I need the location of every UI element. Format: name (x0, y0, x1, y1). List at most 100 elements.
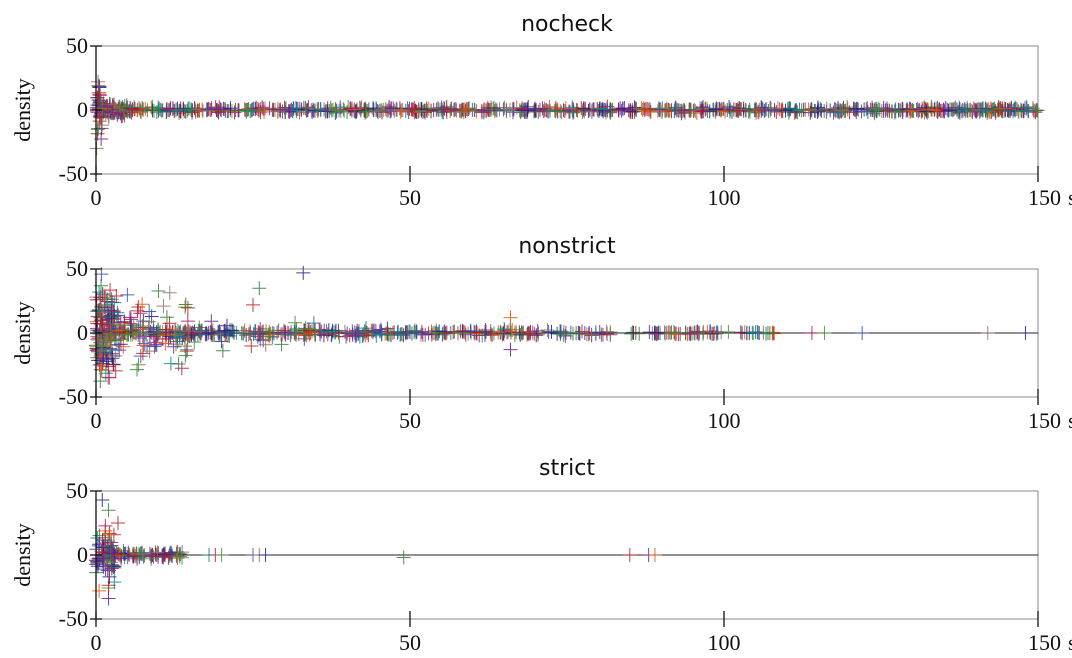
data-point (273, 102, 288, 117)
data-point (283, 328, 298, 343)
data-point (215, 343, 230, 358)
y-tick-label: 0 (77, 320, 88, 345)
data-point (172, 549, 187, 564)
data-point (243, 104, 258, 118)
x-tick-label: 50 (399, 408, 421, 433)
data-point (239, 104, 254, 119)
data-point (204, 314, 219, 329)
markers (89, 265, 1033, 389)
data-point (98, 100, 113, 115)
data-point (502, 103, 517, 118)
data-point (736, 101, 751, 116)
data-point (576, 101, 591, 116)
subplot-nocheck: nocheck-50050050100150sdensity (10, 12, 1072, 210)
data-point (368, 103, 383, 118)
data-point (104, 311, 119, 326)
data-point (622, 548, 637, 562)
data-point (180, 300, 195, 315)
data-point (503, 310, 518, 325)
data-point (130, 303, 145, 318)
chart-title: nonstrict (518, 234, 616, 259)
data-point (430, 101, 445, 116)
data-point (107, 295, 122, 310)
data-point (603, 325, 618, 340)
data-point (634, 101, 649, 116)
data-point (584, 105, 599, 120)
data-point (522, 326, 537, 341)
data-point (98, 562, 113, 577)
data-point (94, 313, 109, 328)
data-point (393, 327, 408, 342)
data-point (569, 326, 584, 341)
data-point (248, 324, 263, 339)
data-point (696, 104, 711, 119)
data-point (133, 349, 148, 364)
data-point (980, 326, 995, 340)
data-point (808, 103, 823, 118)
data-point (174, 361, 189, 376)
data-point (499, 104, 514, 119)
data-point (108, 348, 123, 363)
data-point (584, 327, 599, 342)
data-point (328, 103, 343, 118)
data-point (110, 305, 125, 320)
data-point (98, 300, 113, 315)
data-point (219, 325, 234, 340)
data-point (525, 325, 540, 340)
data-point (131, 300, 146, 315)
data-point (184, 328, 199, 343)
data-point (590, 101, 605, 116)
x-tick-label: 100 (708, 185, 741, 210)
data-point (211, 104, 226, 119)
data-point (792, 102, 807, 117)
data-point (163, 545, 178, 560)
markers (89, 74, 1045, 156)
data-point (218, 323, 233, 338)
data-point (168, 328, 183, 343)
data-point (453, 324, 468, 339)
data-point (262, 325, 277, 340)
data-point (810, 104, 825, 119)
data-point (358, 321, 373, 336)
data-point (904, 103, 919, 118)
x-unit-label: s (1068, 408, 1072, 433)
data-point (684, 102, 699, 117)
data-point (540, 323, 555, 338)
data-point (101, 591, 116, 606)
data-point (409, 324, 424, 339)
data-point (178, 300, 193, 315)
data-point (169, 548, 184, 563)
data-point (139, 326, 154, 341)
data-point (113, 314, 128, 329)
data-point (392, 101, 407, 116)
x-tick-label: 100 (708, 630, 741, 655)
data-point (1029, 103, 1044, 118)
data-point (198, 327, 213, 342)
data-point (172, 330, 187, 345)
data-point (223, 101, 238, 116)
data-point (95, 533, 110, 548)
data-point (142, 327, 157, 342)
data-point (120, 550, 135, 565)
data-point (325, 326, 340, 341)
data-point (106, 357, 121, 372)
data-point (250, 102, 265, 117)
data-point (544, 324, 559, 339)
data-point (130, 103, 145, 118)
data-point (625, 104, 640, 119)
data-point (351, 326, 366, 341)
data-point (127, 100, 142, 115)
data-point (100, 334, 115, 349)
data-point (320, 327, 335, 342)
data-point (941, 103, 956, 118)
data-point (553, 325, 568, 340)
data-point (214, 548, 229, 562)
data-point (349, 325, 364, 340)
data-point (358, 104, 373, 119)
data-point (128, 548, 143, 563)
data-point (450, 326, 465, 341)
y-tick-label: -50 (59, 384, 88, 409)
data-point (469, 325, 484, 340)
data-point (270, 104, 285, 119)
